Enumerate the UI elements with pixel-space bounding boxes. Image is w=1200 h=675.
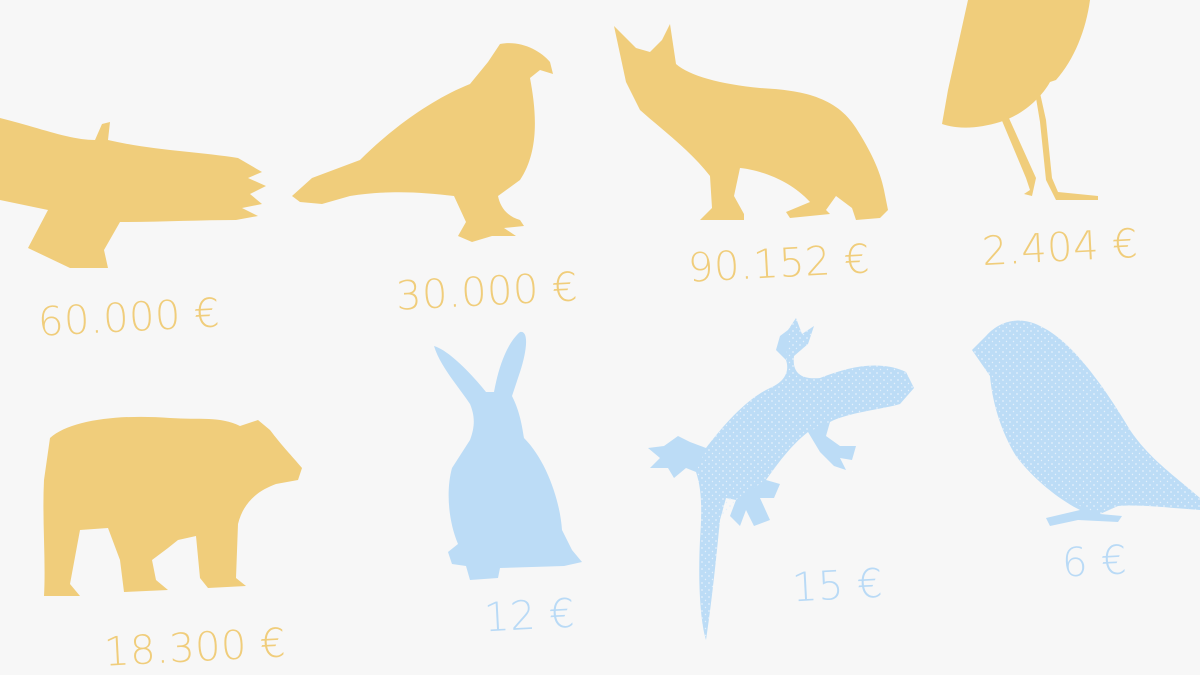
bear-icon — [43, 416, 303, 596]
eagle-icon — [292, 43, 553, 242]
stork-icon — [942, 0, 1098, 200]
price-label-soaring-bird: 60.000 € — [36, 290, 222, 346]
price-label-stork: 2.404 € — [980, 220, 1140, 276]
soaring-bird-icon — [0, 118, 266, 268]
price-label-eagle: 30.000 € — [394, 264, 580, 320]
rabbit-icon — [434, 331, 582, 580]
price-label-bear: 18.300 € — [102, 620, 288, 675]
price-label-lynx: 90.152 € — [686, 236, 872, 292]
gecko-icon — [648, 318, 914, 640]
sparrow-icon — [972, 320, 1200, 526]
price-label-gecko: 15 € — [790, 560, 885, 612]
price-label-rabbit: 12 € — [482, 590, 577, 642]
lynx-icon — [614, 24, 888, 220]
price-label-sparrow: 6 € — [1060, 537, 1129, 587]
